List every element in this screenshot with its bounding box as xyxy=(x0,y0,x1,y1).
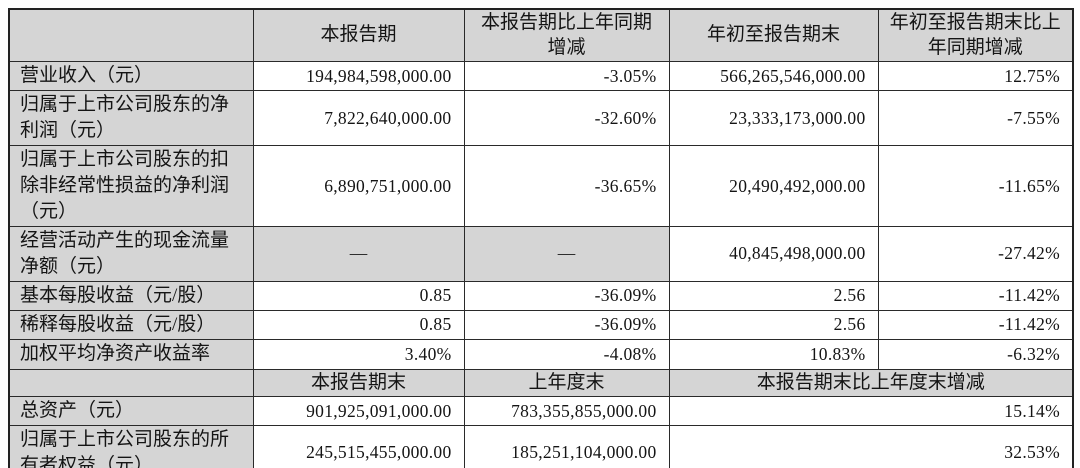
metric-value: 0.85 xyxy=(252,309,465,340)
table-row-net-profit-deducted: 归属于上市公司股东的扣除非经常性损益的净利润（元） 6,890,751,000.… xyxy=(8,145,1074,228)
table-row-owners-equity: 归属于上市公司股东的所有者权益（元） 245,515,455,000.00 18… xyxy=(8,425,1074,468)
metric-value: 0.85 xyxy=(252,280,465,311)
metric-value: 185,251,104,000.00 xyxy=(463,425,670,468)
metric-label: 归属于上市公司股东的所有者权益（元） xyxy=(8,425,254,468)
metric-value: -7.55% xyxy=(877,90,1074,147)
metric-value: -36.65% xyxy=(463,145,670,228)
metric-label: 加权平均净资产收益率 xyxy=(8,338,254,370)
header-cell-current-period: 本报告期 xyxy=(252,8,465,63)
metric-label: 总资产（元） xyxy=(8,396,254,427)
table-row-cash-flow: 经营活动产生的现金流量净额（元） — — 40,845,498,000.00 -… xyxy=(8,226,1074,282)
metric-label: 归属于上市公司股东的净利润（元） xyxy=(8,90,254,147)
metric-value: 23,333,173,000.00 xyxy=(668,90,879,147)
metric-value: 20,490,492,000.00 xyxy=(668,145,879,228)
metric-value: 901,925,091,000.00 xyxy=(252,396,465,427)
metric-label: 稀释每股收益（元/股） xyxy=(8,309,254,340)
metric-value: -6.32% xyxy=(877,338,1074,370)
financial-summary-table: 本报告期 本报告期比上年同期增减 年初至报告期末 年初至报告期末比上年同期增减 … xyxy=(8,8,1074,468)
table-row-net-profit: 归属于上市公司股东的净利润（元） 7,822,640,000.00 -32.60… xyxy=(8,90,1074,147)
header-cell-ytd-yoy-change: 年初至报告期末比上年同期增减 xyxy=(877,8,1074,63)
metric-value: -3.05% xyxy=(463,61,670,92)
metric-value: 32.53% xyxy=(668,425,1074,468)
metric-value: -32.60% xyxy=(463,90,670,147)
metric-value: 3.40% xyxy=(252,338,465,370)
section2-header-row: 本报告期末 上年度末 本报告期末比上年度末增减 xyxy=(8,368,1074,398)
metric-value: 6,890,751,000.00 xyxy=(252,145,465,228)
metric-value: 245,515,455,000.00 xyxy=(252,425,465,468)
metric-label: 基本每股收益（元/股） xyxy=(8,280,254,311)
header-cell-yoy-change: 本报告期比上年同期增减 xyxy=(463,8,670,63)
metric-value: 783,355,855,000.00 xyxy=(463,396,670,427)
metric-value: 12.75% xyxy=(877,61,1074,92)
header-cell-empty xyxy=(8,8,254,63)
metric-value: 2.56 xyxy=(668,280,879,311)
metric-value: -11.42% xyxy=(877,309,1074,340)
metric-value: -11.65% xyxy=(877,145,1074,228)
section1-header-row: 本报告期 本报告期比上年同期增减 年初至报告期末 年初至报告期末比上年同期增减 xyxy=(8,8,1074,63)
metric-value: 10.83% xyxy=(668,338,879,370)
metric-value-dash: — xyxy=(463,226,670,282)
metric-value: 15.14% xyxy=(668,396,1074,427)
metric-value: 40,845,498,000.00 xyxy=(668,226,879,282)
metric-value: -36.09% xyxy=(463,309,670,340)
metric-value: -27.42% xyxy=(877,226,1074,282)
table-row-weighted-roe: 加权平均净资产收益率 3.40% -4.08% 10.83% -6.32% xyxy=(8,338,1074,370)
header-cell-ytd: 年初至报告期末 xyxy=(668,8,879,63)
metric-value: -36.09% xyxy=(463,280,670,311)
table-row-basic-eps: 基本每股收益（元/股） 0.85 -36.09% 2.56 -11.42% xyxy=(8,280,1074,311)
metric-label: 经营活动产生的现金流量净额（元） xyxy=(8,226,254,282)
metric-label: 归属于上市公司股东的扣除非经常性损益的净利润（元） xyxy=(8,145,254,228)
metric-value: 2.56 xyxy=(668,309,879,340)
header-cell-period-end-change: 本报告期末比上年度末增减 xyxy=(668,368,1074,398)
header-cell-empty xyxy=(8,368,254,398)
table-row-diluted-eps: 稀释每股收益（元/股） 0.85 -36.09% 2.56 -11.42% xyxy=(8,309,1074,340)
metric-value-dash: — xyxy=(252,226,465,282)
metric-value: 7,822,640,000.00 xyxy=(252,90,465,147)
metric-value: 194,984,598,000.00 xyxy=(252,61,465,92)
metric-value: -4.08% xyxy=(463,338,670,370)
metric-label: 营业收入（元） xyxy=(8,61,254,92)
header-cell-prior-year-end: 上年度末 xyxy=(463,368,670,398)
metric-value: 566,265,546,000.00 xyxy=(668,61,879,92)
table-row-revenue: 营业收入（元） 194,984,598,000.00 -3.05% 566,26… xyxy=(8,61,1074,92)
table-row-total-assets: 总资产（元） 901,925,091,000.00 783,355,855,00… xyxy=(8,396,1074,427)
header-cell-period-end: 本报告期末 xyxy=(252,368,465,398)
metric-value: -11.42% xyxy=(877,280,1074,311)
